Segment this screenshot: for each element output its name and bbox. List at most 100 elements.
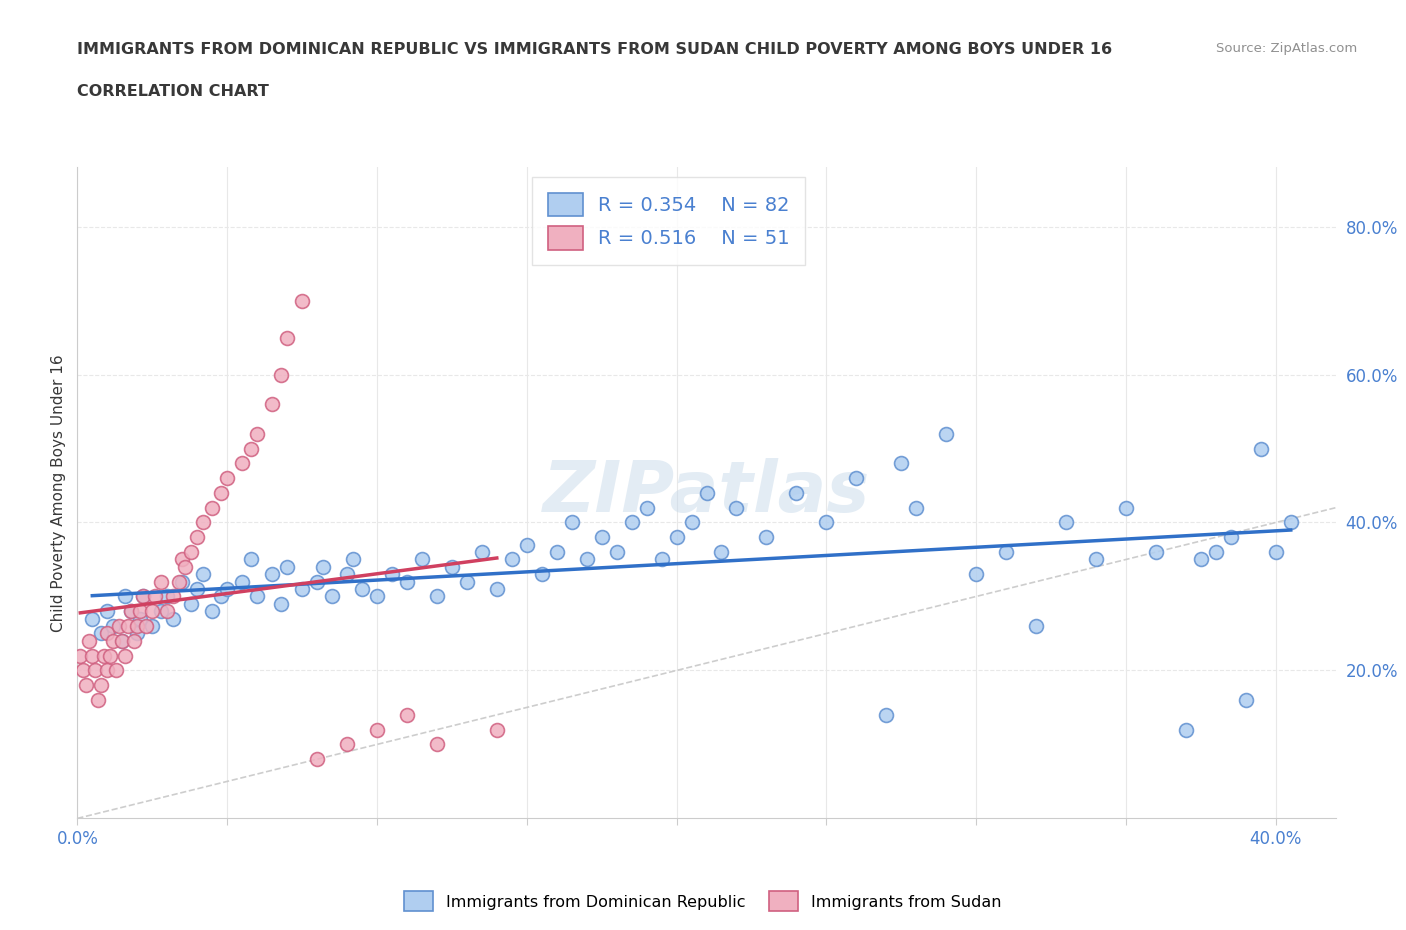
Point xyxy=(291,293,314,308)
Point xyxy=(141,604,163,618)
Point xyxy=(103,633,125,648)
Legend: Immigrants from Dominican Republic, Immigrants from Sudan: Immigrants from Dominican Republic, Immi… xyxy=(398,885,1008,917)
Point xyxy=(546,545,568,560)
Point xyxy=(845,471,868,485)
Point xyxy=(174,560,197,575)
Point xyxy=(366,589,388,604)
Point xyxy=(270,596,292,611)
Point xyxy=(696,485,718,500)
Point xyxy=(75,678,97,693)
Point xyxy=(93,648,115,663)
Point xyxy=(276,560,298,575)
Point xyxy=(69,648,91,663)
Point xyxy=(501,552,523,567)
Point xyxy=(201,500,224,515)
Point xyxy=(1085,552,1108,567)
Point xyxy=(209,589,232,604)
Point xyxy=(890,456,912,471)
Point xyxy=(1174,723,1197,737)
Point xyxy=(636,500,658,515)
Point xyxy=(90,626,112,641)
Point xyxy=(530,567,553,582)
Point xyxy=(305,574,328,589)
Point xyxy=(1054,515,1077,530)
Point xyxy=(240,441,263,456)
Point xyxy=(186,581,208,596)
Point xyxy=(96,663,118,678)
Point xyxy=(291,581,314,596)
Point xyxy=(96,604,118,618)
Point xyxy=(995,545,1018,560)
Point xyxy=(127,626,149,641)
Point xyxy=(651,552,673,567)
Point xyxy=(471,545,494,560)
Point xyxy=(485,723,508,737)
Point xyxy=(350,581,373,596)
Point xyxy=(342,552,364,567)
Point xyxy=(875,708,897,723)
Point xyxy=(485,581,508,596)
Point xyxy=(217,471,239,485)
Point xyxy=(785,485,807,500)
Point xyxy=(681,515,703,530)
Point xyxy=(246,589,269,604)
Point xyxy=(111,633,134,648)
Point xyxy=(755,530,778,545)
Point xyxy=(114,589,136,604)
Point xyxy=(381,567,404,582)
Point xyxy=(561,515,583,530)
Point xyxy=(114,648,136,663)
Point xyxy=(395,708,418,723)
Point xyxy=(312,560,335,575)
Point xyxy=(426,737,449,751)
Point xyxy=(111,633,134,648)
Point xyxy=(262,567,284,582)
Point xyxy=(575,552,598,567)
Point xyxy=(276,330,298,345)
Text: Source: ZipAtlas.com: Source: ZipAtlas.com xyxy=(1216,42,1357,55)
Point xyxy=(1115,500,1137,515)
Text: CORRELATION CHART: CORRELATION CHART xyxy=(77,84,269,99)
Point xyxy=(162,611,184,626)
Point xyxy=(122,633,145,648)
Point xyxy=(117,618,139,633)
Point xyxy=(1219,530,1241,545)
Point xyxy=(129,604,152,618)
Point xyxy=(231,456,253,471)
Point xyxy=(141,618,163,633)
Text: ZIPatlas: ZIPatlas xyxy=(543,458,870,527)
Point xyxy=(167,574,190,589)
Point xyxy=(191,515,215,530)
Point xyxy=(217,581,239,596)
Point xyxy=(150,574,173,589)
Point xyxy=(395,574,418,589)
Point xyxy=(172,552,194,567)
Point xyxy=(336,567,359,582)
Point xyxy=(72,663,94,678)
Y-axis label: Child Poverty Among Boys Under 16: Child Poverty Among Boys Under 16 xyxy=(51,354,66,631)
Point xyxy=(135,618,157,633)
Point xyxy=(96,626,118,641)
Point xyxy=(725,500,748,515)
Legend: R = 0.354    N = 82, R = 0.516    N = 51: R = 0.354 N = 82, R = 0.516 N = 51 xyxy=(531,177,806,265)
Point xyxy=(606,545,628,560)
Point xyxy=(426,589,449,604)
Point xyxy=(411,552,433,567)
Point xyxy=(935,426,957,441)
Point xyxy=(591,530,613,545)
Point xyxy=(132,589,155,604)
Point xyxy=(84,663,107,678)
Point xyxy=(162,589,184,604)
Point xyxy=(815,515,838,530)
Point xyxy=(270,367,292,382)
Point xyxy=(305,751,328,766)
Point xyxy=(620,515,643,530)
Point xyxy=(132,589,155,604)
Point xyxy=(1025,618,1047,633)
Point xyxy=(79,633,101,648)
Point xyxy=(231,574,253,589)
Point xyxy=(321,589,343,604)
Point xyxy=(1205,545,1227,560)
Point xyxy=(905,500,928,515)
Point xyxy=(98,648,121,663)
